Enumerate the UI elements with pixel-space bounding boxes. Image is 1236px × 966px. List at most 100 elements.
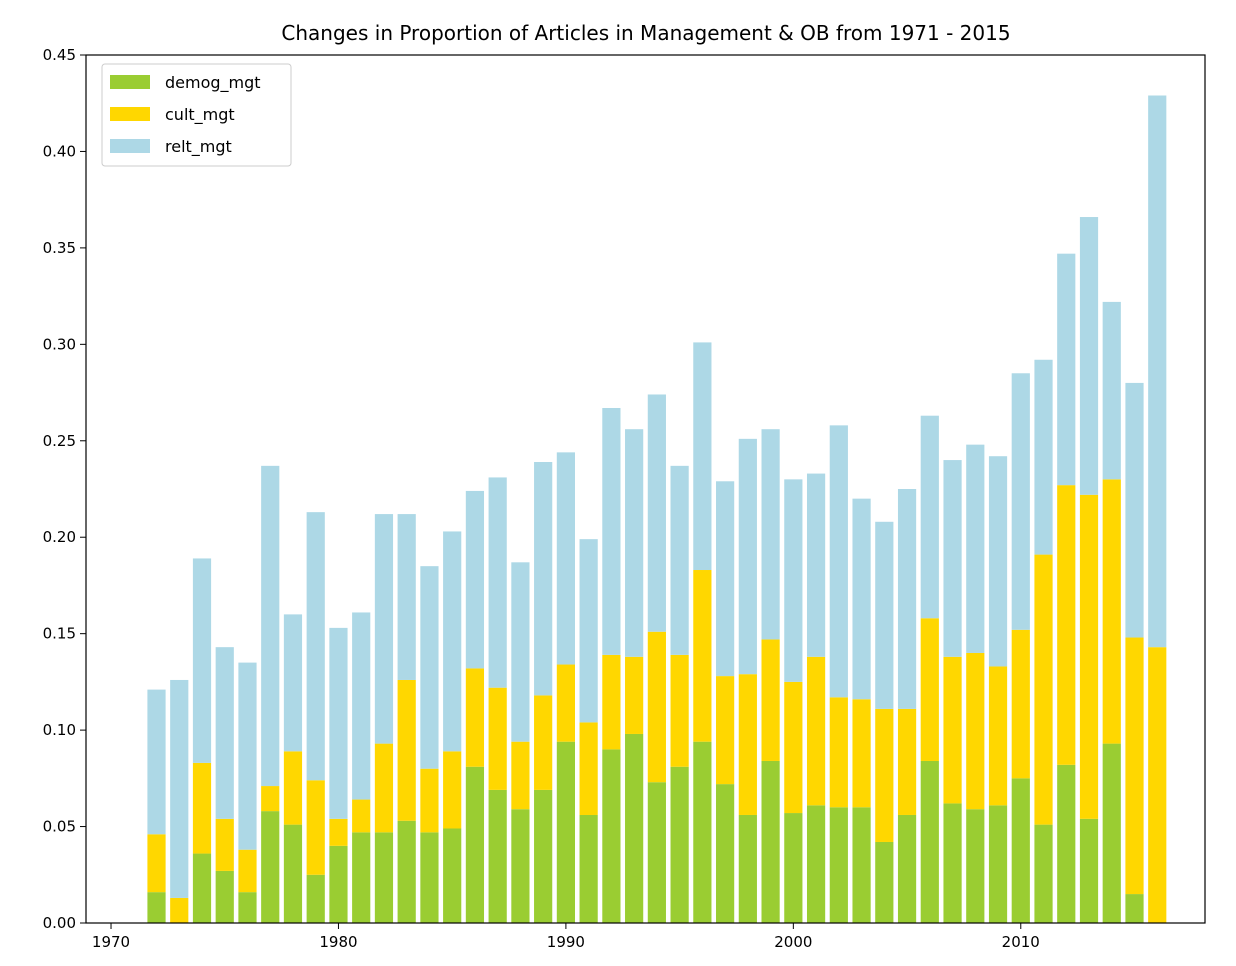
bar-relt_mgt-1987 [488,477,507,688]
bar-relt_mgt-2008 [966,444,985,653]
bar-relt_mgt-2010 [1011,373,1030,630]
bar-relt_mgt-2012 [1057,253,1076,486]
bar-cult_mgt-2000 [784,681,803,814]
bar-cult_mgt-2007 [943,656,962,804]
bar-demog_mgt-2004 [875,841,894,923]
bar-relt_mgt-1983 [397,514,416,680]
bar-relt_mgt-1988 [511,562,530,742]
bar-demog_mgt-2005 [897,814,917,923]
bar-relt_mgt-1996 [693,342,712,571]
bar-relt_mgt-1984 [420,566,439,769]
bar-demog_mgt-2003 [852,807,871,923]
bar-relt_mgt-1982 [374,514,394,744]
bar-cult_mgt-1978 [283,751,303,825]
y-tick-label: 0.20 [43,528,76,546]
bar-relt_mgt-1997 [716,481,735,677]
bar-cult_mgt-2003 [852,699,871,808]
bar-cult_mgt-2001 [806,656,826,806]
bar-relt_mgt-2011 [1034,359,1053,555]
bar-cult_mgt-2016 [1148,647,1167,923]
bar-demog_mgt-1974 [192,853,212,923]
bar-cult_mgt-1994 [647,631,666,783]
bar-cult_mgt-2013 [1079,494,1099,819]
bar-demog_mgt-2007 [943,803,962,923]
bar-demog_mgt-2010 [1011,778,1030,923]
plot-frame [85,54,1206,924]
bar-relt_mgt-2015 [1125,382,1144,638]
bar-relt_mgt-1999 [761,429,780,640]
bar-cult_mgt-1975 [215,818,234,871]
bar-cult_mgt-1972 [147,834,166,893]
bar-relt_mgt-1975 [215,647,234,819]
bar-cult_mgt-1983 [397,679,416,821]
bar-relt_mgt-2016 [1148,95,1167,648]
bar-cult_mgt-1997 [716,676,735,785]
bar-relt_mgt-1985 [443,531,462,752]
bar-demog_mgt-2011 [1034,824,1053,923]
bar-cult_mgt-1988 [511,741,530,810]
bar-relt_mgt-1990 [556,452,575,665]
bar-demog_mgt-1992 [602,749,621,923]
bar-cult_mgt-1981 [352,799,371,833]
bar-cult_mgt-1986 [465,668,485,767]
x-tick-label: 1980 [319,933,357,951]
bar-cult_mgt-1990 [556,664,575,742]
bar-relt_mgt-2004 [875,521,894,709]
bar-relt_mgt-1993 [625,429,644,657]
x-tick-label: 2000 [774,933,812,951]
bar-cult_mgt-1996 [693,570,712,742]
x-axis: 1970 1980 1990 2000 2010 [92,923,1040,951]
bar-demog_mgt-1982 [374,832,394,923]
bar-cult_mgt-1992 [602,654,621,750]
bar-relt_mgt-1979 [306,512,325,781]
bar-demog_mgt-1990 [556,741,575,923]
legend-swatch-demog_mgt [110,75,150,89]
bar-demog_mgt-1984 [420,832,439,923]
bar-relt_mgt-2006 [920,415,939,619]
legend-label-cult_mgt: cult_mgt [165,105,235,125]
bar-cult_mgt-2008 [966,652,985,810]
bar-relt_mgt-1986 [465,490,485,669]
bar-demog_mgt-1987 [488,789,507,923]
bar-demog_mgt-2015 [1125,894,1144,923]
legend-label-relt_mgt: relt_mgt [165,137,232,157]
bar-demog_mgt-2013 [1079,818,1099,923]
bar-relt_mgt-2001 [806,473,826,657]
bar-cult_mgt-1987 [488,687,507,790]
bar-demog_mgt-2012 [1057,764,1076,923]
bar-demog_mgt-1998 [738,814,757,923]
y-axis: 0.00 0.05 0.10 0.15 0.20 0.25 0.30 0.35 0.40 0.45 [43,46,86,932]
bar-relt_mgt-1974 [192,558,212,763]
bar-relt_mgt-1992 [602,407,621,655]
bar-cult_mgt-1980 [329,818,348,846]
bar-cult_mgt-2012 [1057,485,1076,765]
bar-demog_mgt-1988 [511,809,530,923]
bar-demog_mgt-1977 [261,811,280,923]
bar-relt_mgt-1989 [534,462,553,696]
bar-cult_mgt-2009 [988,666,1008,806]
x-tick-label: 1970 [92,933,130,951]
bar-demog_mgt-1994 [647,782,666,923]
bar-relt_mgt-1972 [147,689,166,835]
bar-demog_mgt-2001 [806,805,826,923]
bar-demog_mgt-2009 [988,805,1008,923]
bar-demog_mgt-1983 [397,820,416,923]
y-tick-label: 0.00 [43,914,76,932]
y-tick-label: 0.25 [43,432,76,450]
y-tick-label: 0.30 [43,335,76,353]
bar-cult_mgt-2014 [1102,479,1121,744]
bar-demog_mgt-1978 [283,824,303,923]
bar-demog_mgt-1989 [534,789,553,923]
bar-demog_mgt-1997 [716,784,735,923]
bar-cult_mgt-2004 [875,708,894,842]
bar-cult_mgt-1979 [306,780,325,875]
bar-cult_mgt-2015 [1125,637,1144,895]
bar-demog_mgt-2008 [966,809,985,923]
bar-cult_mgt-2002 [829,697,848,808]
y-tick-label: 0.10 [43,721,76,739]
bars-group [147,95,1167,923]
bar-relt_mgt-1991 [579,539,598,723]
bar-relt_mgt-1981 [352,612,371,800]
bar-cult_mgt-1989 [534,695,553,790]
